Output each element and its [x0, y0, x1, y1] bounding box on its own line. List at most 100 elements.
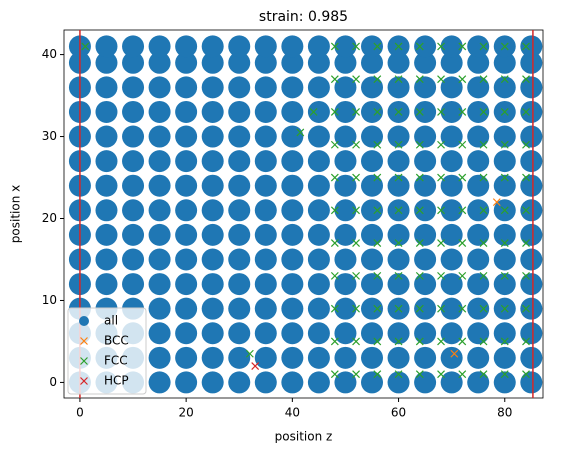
point: [500, 370, 509, 379]
point: [148, 273, 171, 296]
point: [361, 371, 384, 394]
point: [437, 42, 445, 51]
point: [458, 206, 467, 215]
point: [467, 125, 490, 148]
point: [467, 248, 490, 271]
point: [334, 346, 357, 369]
point: [394, 304, 403, 313]
point: [493, 248, 516, 271]
point: [361, 76, 384, 99]
point: [467, 51, 490, 74]
point: [394, 239, 403, 248]
point: [361, 248, 384, 271]
point: [254, 297, 277, 320]
point: [175, 297, 198, 320]
x-tick-label: 0: [76, 406, 84, 420]
point: [415, 75, 424, 84]
point: [330, 173, 339, 182]
point: [387, 346, 410, 369]
point: [307, 76, 330, 99]
point: [334, 150, 357, 173]
point: [414, 223, 437, 246]
point: [281, 199, 304, 222]
point: [175, 371, 198, 394]
point: [493, 371, 516, 394]
legend-marker: [80, 337, 88, 345]
point: [281, 371, 304, 394]
point: [467, 150, 490, 173]
point: [201, 346, 224, 369]
point: [522, 173, 530, 182]
point: [122, 35, 145, 58]
point: [387, 248, 410, 271]
point: [307, 346, 330, 369]
point: [361, 150, 384, 173]
point: [307, 51, 330, 74]
point: [334, 248, 357, 271]
point: [334, 273, 357, 296]
legend-label: BCC: [104, 334, 129, 348]
point: [228, 174, 251, 197]
point: [520, 248, 543, 271]
point: [479, 75, 488, 84]
point: [415, 108, 424, 116]
point: [307, 273, 330, 296]
point: [437, 140, 445, 149]
point: [479, 271, 488, 280]
point: [330, 304, 339, 313]
plot-area: [68, 35, 543, 394]
point: [228, 76, 251, 99]
point: [437, 75, 445, 84]
y-tick-label: 30: [42, 129, 57, 143]
legend-marker: [79, 316, 89, 326]
point: [414, 199, 437, 222]
point: [437, 304, 445, 313]
point: [148, 322, 171, 345]
point: [479, 337, 488, 346]
point: [493, 273, 516, 296]
point: [458, 239, 467, 248]
point: [281, 248, 304, 271]
point: [307, 223, 330, 246]
point: [520, 150, 543, 173]
point: [307, 35, 330, 58]
point: [148, 100, 171, 123]
point: [352, 337, 360, 346]
point: [479, 304, 488, 313]
point: [361, 35, 384, 58]
point: [493, 51, 516, 74]
point: [492, 198, 501, 207]
point: [458, 271, 467, 280]
point: [148, 248, 171, 271]
point: [148, 76, 171, 99]
point: [437, 206, 445, 215]
point: [148, 371, 171, 394]
point: [415, 42, 424, 51]
y-tick-label: 40: [42, 47, 57, 61]
point: [440, 150, 463, 173]
point: [394, 370, 403, 379]
point: [334, 371, 357, 394]
point: [394, 337, 403, 346]
point: [122, 125, 145, 148]
point: [330, 370, 339, 379]
axes-frame: [63, 29, 544, 399]
point: [394, 75, 403, 84]
point: [175, 322, 198, 345]
point: [352, 75, 360, 84]
point: [500, 108, 509, 116]
point: [520, 223, 543, 246]
point: [414, 248, 437, 271]
point: [228, 322, 251, 345]
point: [330, 239, 339, 248]
point: [450, 349, 459, 358]
point: [373, 75, 382, 84]
point: [334, 174, 357, 197]
legend-label: HCP: [104, 374, 129, 388]
point: [373, 206, 382, 215]
point: [458, 140, 467, 149]
point: [254, 371, 277, 394]
point: [479, 370, 488, 379]
point: [414, 150, 437, 173]
x-tick-label: 80: [497, 406, 512, 420]
